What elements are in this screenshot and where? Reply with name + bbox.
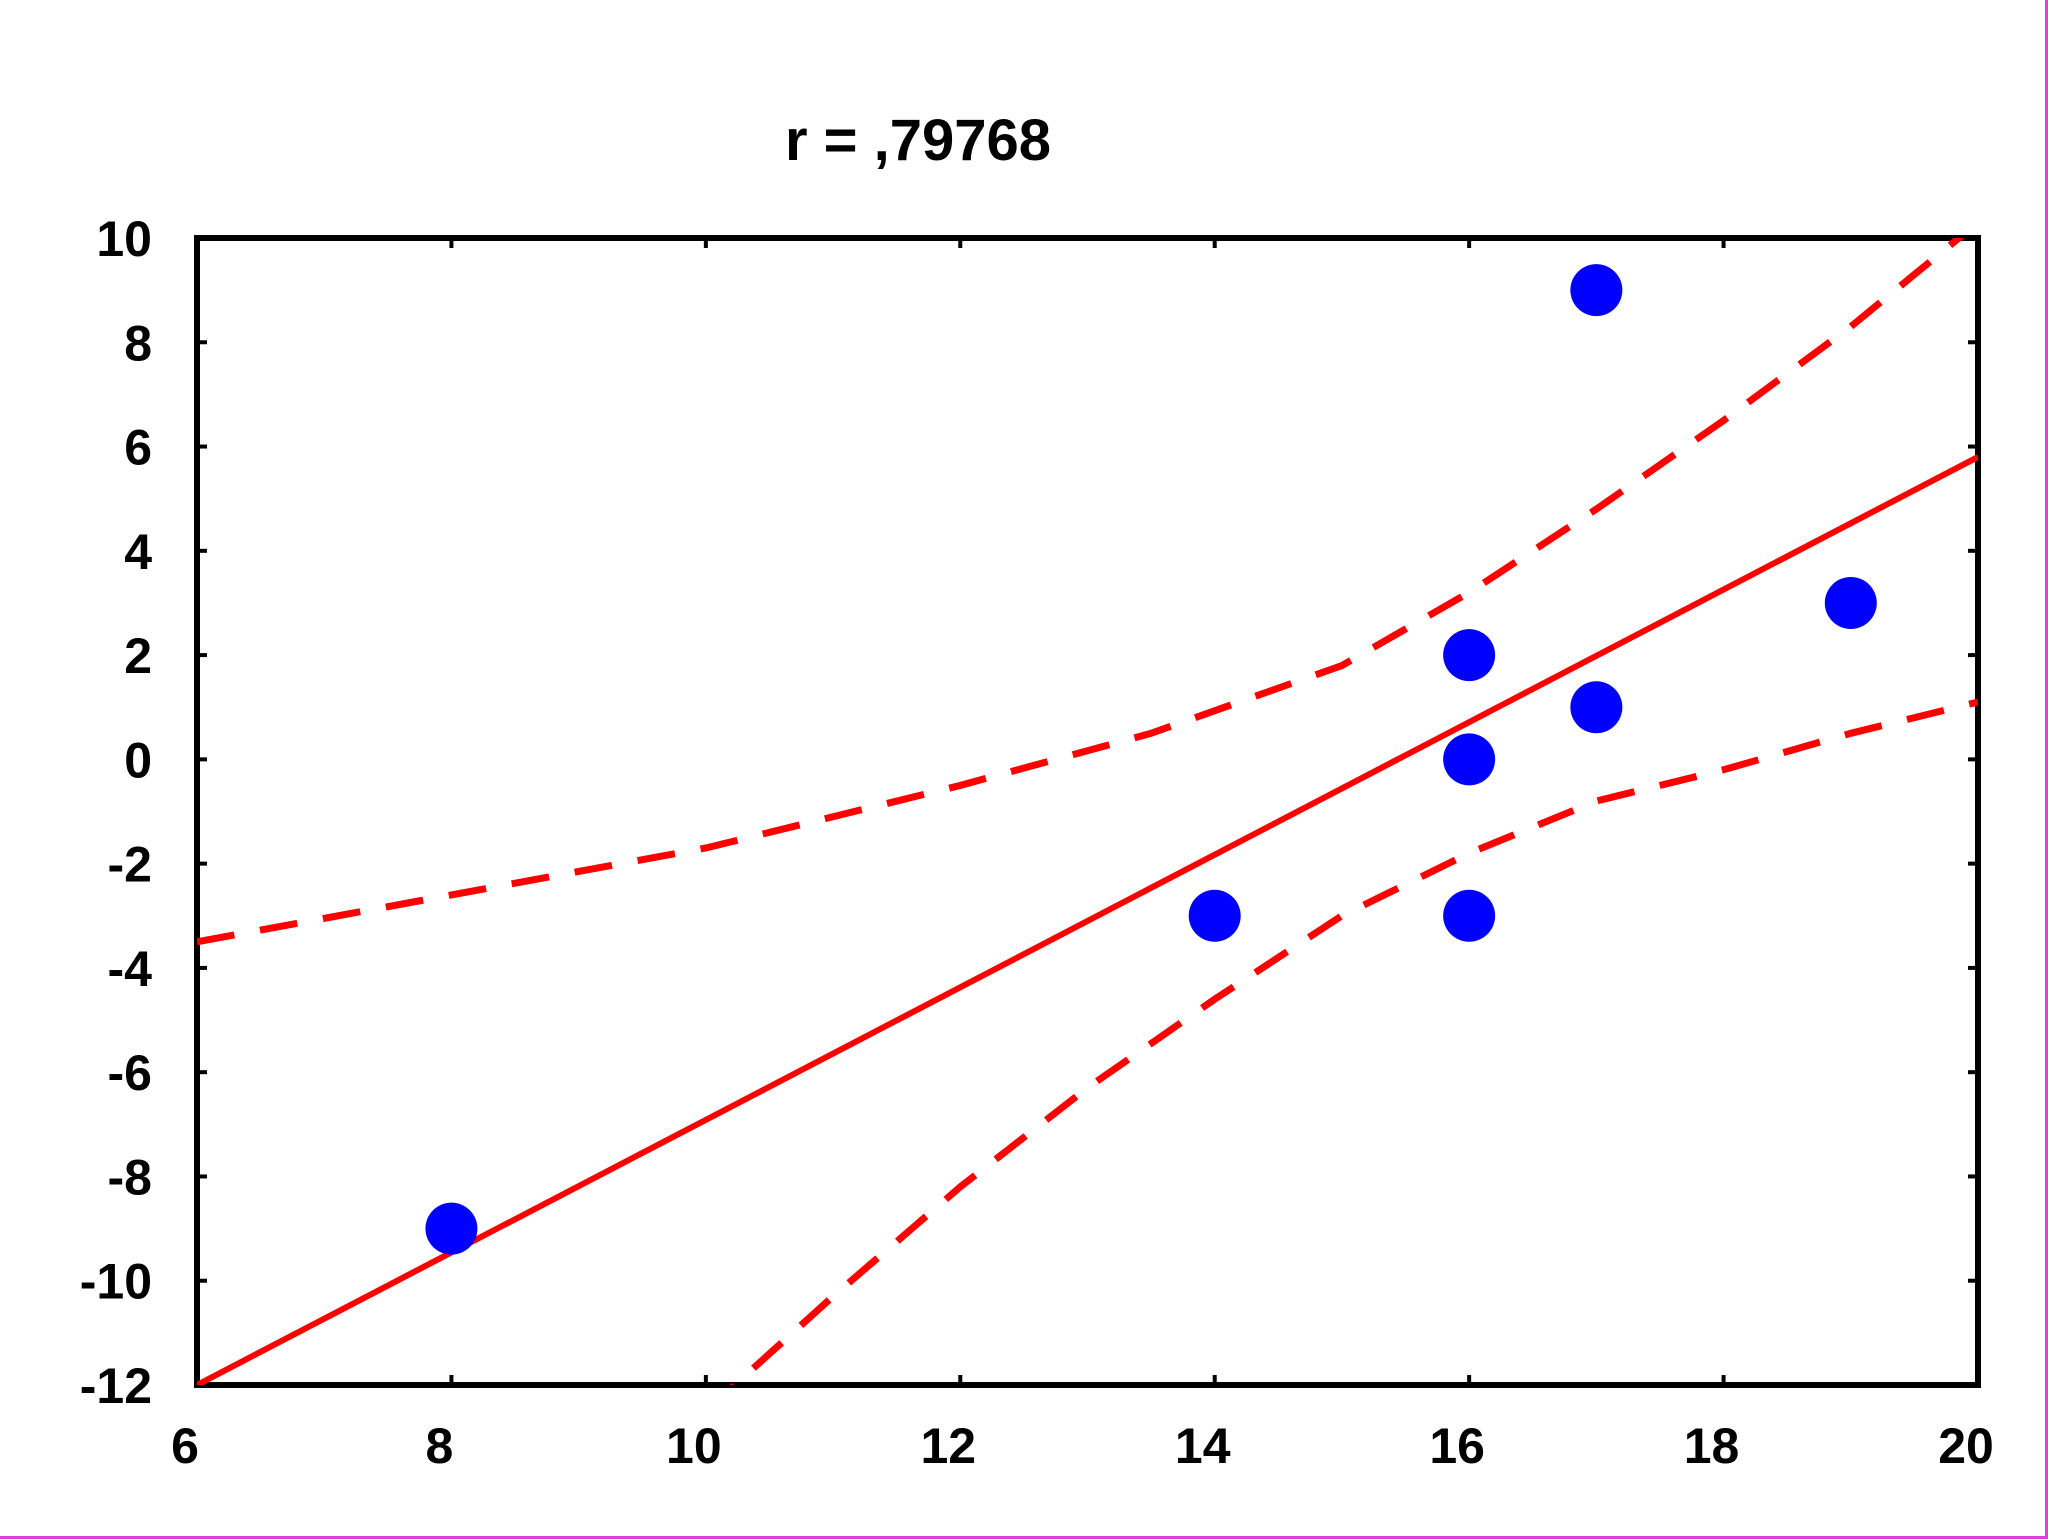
y-tick-label: 0 [124, 732, 152, 788]
data-point [1443, 733, 1496, 786]
data-point [425, 1202, 478, 1255]
x-tick-label: 6 [171, 1418, 199, 1474]
data-point [1443, 889, 1496, 942]
x-tick-label: 14 [1175, 1418, 1231, 1474]
data-point [1570, 681, 1623, 734]
y-tick-label: 2 [124, 628, 152, 684]
x-tick-label: 10 [666, 1418, 722, 1474]
regression-line [197, 454, 1978, 1385]
y-tick-label: -8 [108, 1149, 152, 1205]
y-tick-label: -10 [80, 1254, 152, 1310]
y-tick-label: -2 [108, 837, 152, 893]
chart-title: r = ,79768 [785, 108, 1051, 173]
x-tick-label: 20 [1938, 1418, 1994, 1474]
plot-frame [194, 235, 1981, 1388]
y-tick-label: 4 [124, 524, 152, 580]
data-point [1570, 264, 1623, 317]
data-point [1824, 576, 1877, 629]
confidence-band-upper [197, 238, 1965, 946]
y-tick-label: -4 [108, 941, 153, 997]
x-tick-label: 16 [1429, 1418, 1485, 1474]
y-tick-label: 8 [124, 315, 152, 371]
y-tick-label: 10 [96, 211, 152, 267]
data-point [1443, 629, 1496, 682]
confidence-band-lower [729, 698, 1978, 1385]
data-point [1188, 889, 1241, 942]
x-tick-label: 18 [1684, 1418, 1740, 1474]
x-tick-label: 12 [920, 1418, 976, 1474]
x-tick-label: 8 [426, 1418, 454, 1474]
y-tick-label: -6 [108, 1045, 152, 1101]
y-tick-label: -12 [80, 1358, 152, 1414]
y-tick-label: 6 [124, 420, 152, 476]
